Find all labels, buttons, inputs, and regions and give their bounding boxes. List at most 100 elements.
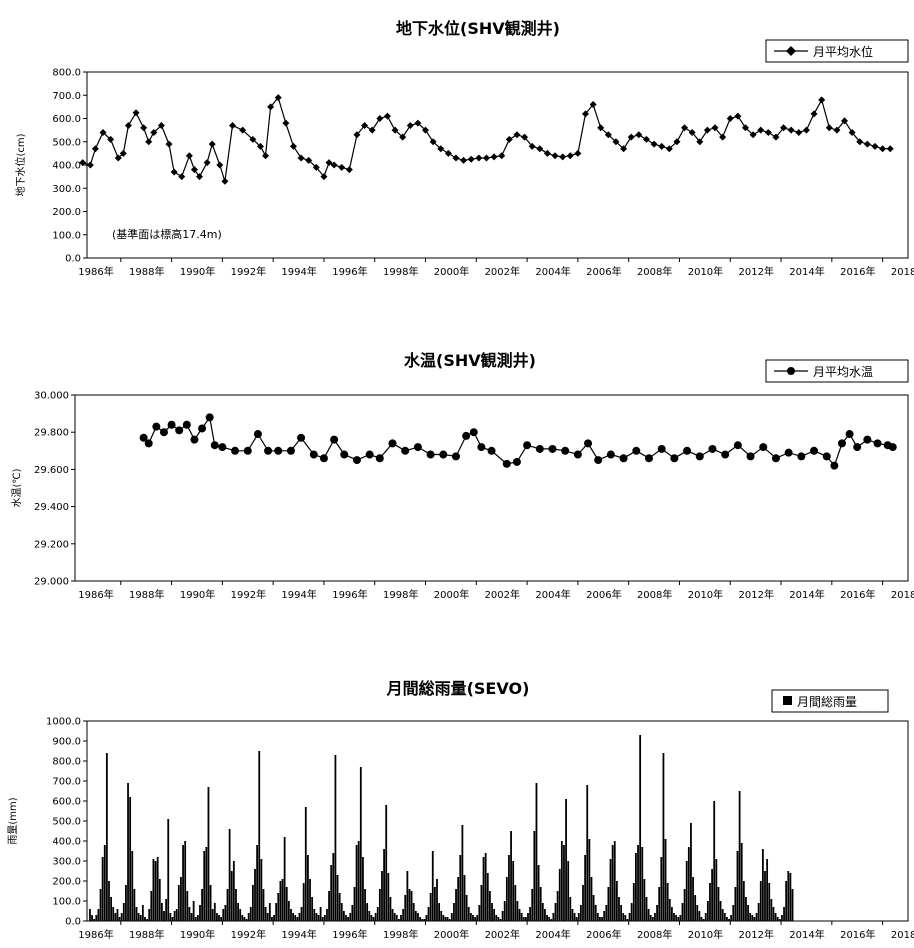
y-tick-label: 29.200 (34, 539, 69, 550)
data-point (584, 439, 593, 448)
x-tick-label: 1990年 (180, 265, 215, 278)
data-point (150, 128, 158, 136)
x-tick-label: 1990年 (180, 928, 215, 941)
y-tick-label: 500.0 (52, 137, 81, 148)
x-tick-label: 2014年 (789, 928, 824, 941)
bar (552, 913, 555, 921)
bar (116, 909, 119, 921)
legend-box (771, 689, 889, 713)
bar (133, 889, 136, 921)
x-tick-label: 2000年 (434, 588, 469, 601)
bar (144, 917, 146, 921)
data-point (771, 454, 780, 463)
bar (357, 841, 360, 921)
bar (349, 913, 352, 921)
data-point (175, 426, 184, 435)
bar (527, 913, 529, 921)
data-point (216, 161, 224, 169)
data-point (490, 153, 498, 161)
x-tick-label: 2002年 (485, 928, 520, 941)
bar (209, 885, 212, 921)
x-tick-label: 2018年 (891, 928, 914, 941)
bar (97, 909, 100, 921)
data-point (848, 128, 856, 136)
bar (228, 829, 231, 921)
bar (237, 903, 239, 921)
data-point (391, 126, 399, 134)
data-point (784, 448, 793, 457)
bar (290, 909, 292, 921)
bar (118, 917, 121, 921)
data-point (239, 126, 247, 134)
data-point (612, 138, 620, 146)
bar (232, 861, 235, 921)
bar (433, 887, 436, 921)
bar (594, 905, 597, 921)
data-point (444, 149, 452, 157)
bar (364, 889, 366, 921)
bar (378, 889, 381, 921)
bar (315, 913, 318, 921)
bar (362, 857, 364, 921)
bar (345, 915, 347, 921)
data-point (185, 152, 193, 160)
data-point (561, 446, 570, 455)
x-tick-label: 2000年 (434, 928, 469, 941)
data-point (589, 101, 597, 109)
bar (323, 915, 326, 921)
bar (129, 797, 132, 921)
bar (514, 885, 517, 921)
bar (167, 819, 170, 921)
data-point (642, 135, 650, 143)
x-tick-label: 2010年 (688, 265, 723, 278)
bar (690, 823, 692, 921)
bar (620, 905, 622, 921)
data-point (253, 430, 262, 439)
data-point (696, 138, 704, 146)
bar (497, 917, 500, 921)
bar (639, 735, 642, 921)
x-tick-label: 1986年 (78, 928, 113, 941)
data-point (124, 121, 132, 129)
x-tick-label: 1986年 (78, 588, 113, 601)
bar (721, 909, 724, 921)
bar (330, 865, 333, 921)
bar (575, 917, 578, 921)
bar (747, 905, 749, 921)
data-point (140, 124, 148, 132)
bar (516, 901, 519, 921)
data-point (229, 121, 237, 129)
y-tick-label: 100.0 (52, 897, 81, 908)
bar (158, 879, 161, 921)
data-point (632, 446, 641, 455)
bar (89, 909, 91, 921)
bar (658, 887, 661, 921)
data-point (361, 121, 369, 129)
data-point (388, 439, 397, 448)
bar (702, 919, 705, 921)
bar (742, 881, 745, 921)
data-point (845, 430, 854, 439)
data-point (477, 443, 486, 452)
bar (666, 883, 669, 921)
data-point (853, 443, 862, 452)
bar (573, 913, 576, 921)
x-tick-label: 2010年 (688, 928, 723, 941)
bar (446, 917, 449, 921)
x-tick-label: 1990年 (180, 588, 215, 601)
bar (508, 855, 510, 921)
bar (296, 917, 299, 921)
data-point (759, 443, 768, 452)
x-tick-label: 2004年 (535, 588, 570, 601)
data-point (167, 420, 176, 429)
x-tick-label: 2016年 (840, 588, 875, 601)
data-point (460, 156, 468, 164)
y-axis-ticks: 0.0 100.0 200.0 300.0 400.0 500.0 600.0 700.0 80… (52, 68, 87, 265)
data-point (681, 124, 689, 132)
x-tick-label: 2006年 (586, 265, 621, 278)
bar (226, 889, 229, 921)
bar (770, 899, 773, 921)
bar (753, 917, 756, 921)
bar (400, 915, 402, 921)
bar (444, 917, 447, 921)
